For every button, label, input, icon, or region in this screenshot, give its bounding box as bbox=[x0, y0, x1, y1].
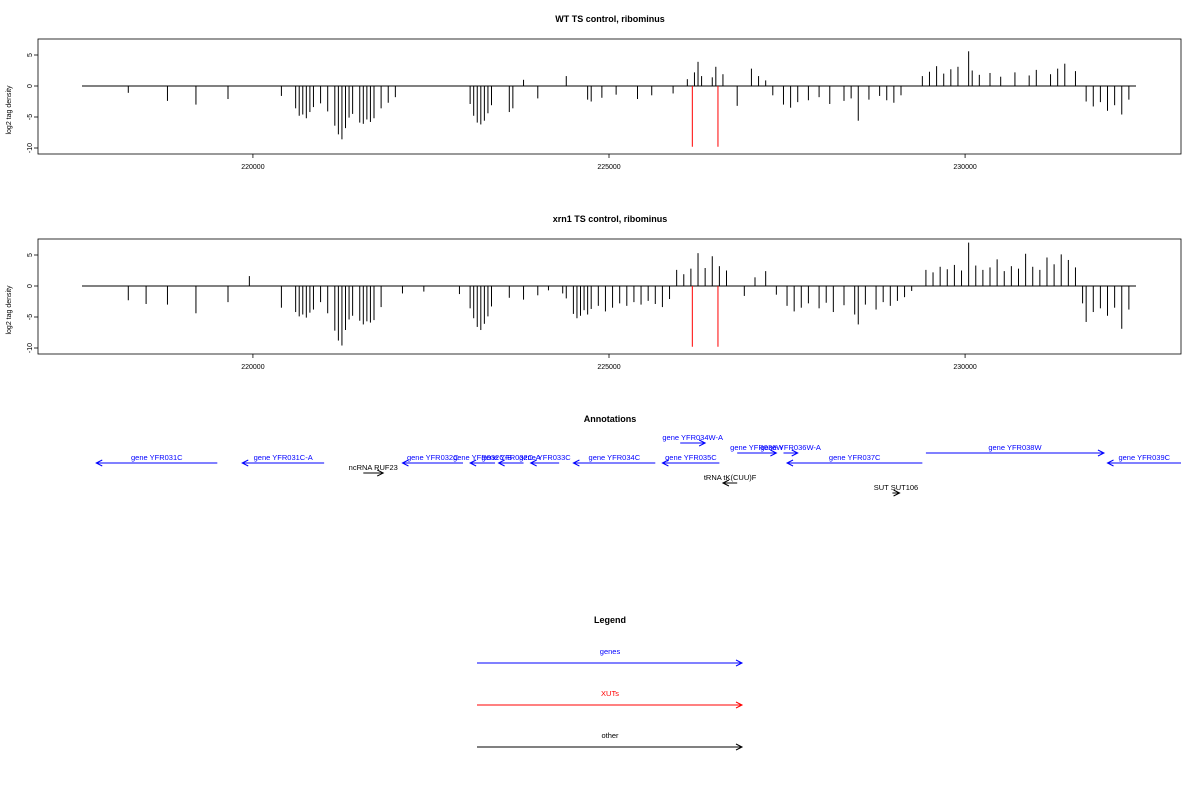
feature-label: gene YFR036W bbox=[730, 443, 784, 452]
y-tick-label: -10 bbox=[27, 143, 34, 153]
wt-track-title: WT TS control, ribominus bbox=[555, 14, 665, 24]
xrn1-track-title: xrn1 TS control, ribominus bbox=[553, 214, 668, 224]
legend-arrowhead bbox=[735, 743, 744, 751]
wt-track-panel: WT TS control, ribominus log2 tag densit… bbox=[6, 14, 1182, 171]
legend-arrowhead bbox=[735, 659, 744, 667]
feature-arrowhead bbox=[1097, 449, 1106, 457]
annotations-title: Annotations bbox=[584, 414, 637, 424]
feature-arrowhead bbox=[529, 459, 537, 467]
x-tick-label: 220000 bbox=[241, 164, 264, 171]
legend: Legend genes XUTs other bbox=[477, 615, 744, 751]
feature-arrowhead bbox=[785, 459, 794, 467]
legend-items: genes XUTs other bbox=[477, 647, 744, 751]
y-tick-label: 0 bbox=[27, 284, 34, 288]
feature-arrowhead bbox=[469, 459, 477, 467]
feature-label: gene YFR031C bbox=[131, 453, 183, 462]
xrn1-track-panel: xrn1 TS control, ribominus log2 tag dens… bbox=[6, 214, 1182, 371]
x-tick-label: 225000 bbox=[597, 364, 620, 371]
xrn1-plot-body: -10 -5 0 5 220000 225000 230000 bbox=[27, 242, 1136, 371]
feature-arrowhead bbox=[572, 459, 580, 467]
feature-label: gene YFR039C bbox=[1118, 453, 1170, 462]
feature-arrowhead bbox=[377, 469, 385, 477]
feature-label: SUT SUT106 bbox=[874, 483, 918, 492]
xrn1-plot-frame bbox=[37, 238, 1182, 355]
feature-label: gene YFR034W-A bbox=[662, 433, 723, 442]
x-tick-label: 230000 bbox=[953, 164, 976, 171]
legend-label: genes bbox=[600, 647, 621, 656]
feature-arrowhead bbox=[893, 489, 901, 497]
x-tick-label: 225000 bbox=[597, 164, 620, 171]
feature-arrowhead bbox=[241, 459, 249, 467]
feature-label: gene YFR032C-B bbox=[453, 453, 512, 462]
feature-label: gene YFR035C bbox=[665, 453, 717, 462]
wt-plot-frame bbox=[37, 38, 1182, 155]
feature-label: gene YFR036W-A bbox=[760, 443, 821, 452]
y-tick-label: 0 bbox=[27, 84, 34, 88]
legend-label: XUTs bbox=[601, 689, 619, 698]
feature-arrowhead bbox=[770, 449, 778, 457]
y-tick-label: -5 bbox=[27, 314, 34, 320]
x-tick-label: 220000 bbox=[241, 364, 264, 371]
feature-label: gene YFR032C-A bbox=[482, 453, 541, 462]
feature-arrowhead bbox=[1106, 459, 1114, 467]
legend-label: other bbox=[601, 731, 619, 740]
feature-arrowhead bbox=[721, 479, 730, 487]
feature-label: gene YFR032C bbox=[407, 453, 459, 462]
y-tick-label: -10 bbox=[27, 343, 34, 353]
y-tick-label: 5 bbox=[27, 53, 34, 57]
feature-arrowhead bbox=[497, 459, 505, 467]
feature-label: gene YFR031C-A bbox=[254, 453, 313, 462]
annotation-track: Annotations gene YFR031C gene YFR031C-A nc… bbox=[95, 414, 1181, 497]
legend-title: Legend bbox=[594, 615, 626, 625]
wt-y-axis-label: log2 tag density bbox=[6, 85, 13, 135]
feature-arrowhead bbox=[401, 459, 409, 467]
y-tick-label: 5 bbox=[27, 253, 34, 257]
feature-arrowhead bbox=[698, 439, 707, 447]
wt-plot-body: -10 -5 0 5 220000 225000 230000 bbox=[27, 51, 1136, 171]
annotation-features: gene YFR031C gene YFR031C-A ncRNA RUF23 gen… bbox=[95, 433, 1181, 497]
feature-label: ncRNA RUF23 bbox=[349, 463, 398, 472]
feature-arrowhead bbox=[95, 459, 103, 467]
feature-arrowhead bbox=[661, 459, 669, 467]
feature-label: tRNA tK(CUU)F bbox=[704, 473, 757, 482]
feature-arrowhead bbox=[791, 449, 799, 457]
x-tick-label: 230000 bbox=[953, 364, 976, 371]
feature-label: gene YFR037C bbox=[829, 453, 881, 462]
y-tick-label: -5 bbox=[27, 114, 34, 120]
feature-label: gene YFR033C bbox=[519, 453, 571, 462]
legend-arrowhead bbox=[735, 701, 744, 709]
feature-label: gene YFR034C bbox=[589, 453, 641, 462]
feature-label: gene YFR038W bbox=[988, 443, 1042, 452]
xrn1-y-axis-label: log2 tag density bbox=[6, 285, 13, 335]
